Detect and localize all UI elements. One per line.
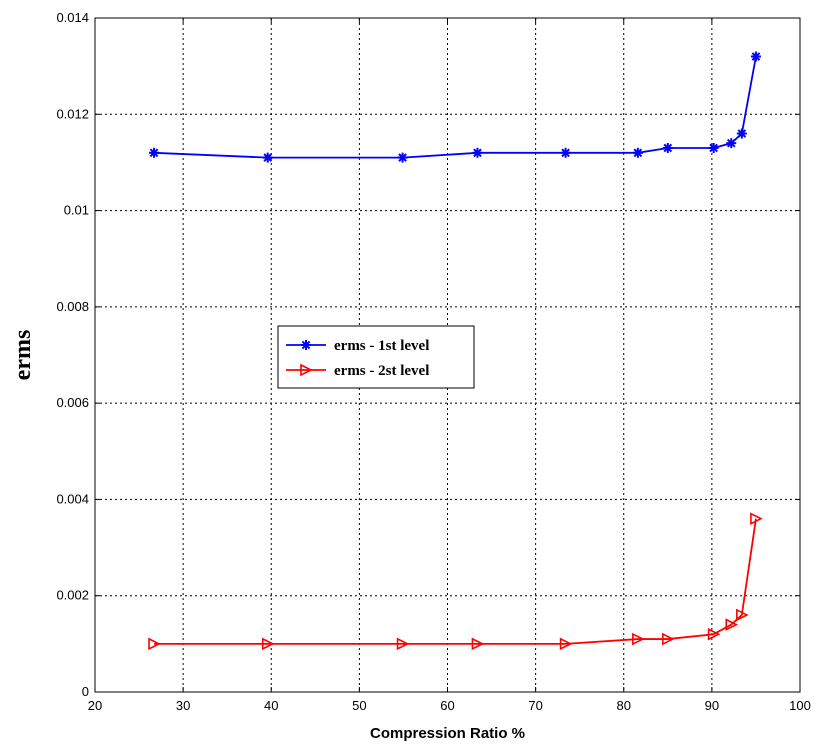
series-2-point: [632, 632, 645, 646]
legend-marker: [300, 363, 313, 377]
series-1: [149, 51, 761, 163]
legend-item: erms - 1st level: [286, 338, 429, 354]
series-1-point: [736, 128, 747, 139]
series-1-point: [708, 142, 719, 153]
y-axis-label: erms: [10, 330, 36, 381]
series-2-point: [471, 637, 485, 651]
y-tick-label: 0.006: [56, 395, 89, 410]
series-2-point: [559, 637, 573, 651]
y-tick-label: 0.014: [56, 10, 89, 25]
x-tick-label: 30: [176, 698, 190, 713]
y-tick-label: 0.004: [56, 491, 89, 506]
x-tick-label: 70: [528, 698, 542, 713]
series-1-point: [397, 152, 408, 163]
series-2-point: [148, 637, 161, 651]
legend: erms - 1st level erms - 2st level: [277, 325, 475, 389]
series-2-point: [662, 632, 675, 646]
series-1-point: [262, 152, 273, 163]
series-2-point: [736, 608, 749, 622]
x-tick-label: 50: [352, 698, 366, 713]
x-axis-label: Compression Ratio %: [370, 725, 525, 742]
y-tick-label: 0.012: [56, 106, 89, 121]
series-2-point: [261, 637, 275, 651]
series-1-point: [662, 142, 673, 153]
series-2-point: [750, 512, 763, 525]
series-1-point: [726, 138, 737, 149]
series-1-point: [149, 147, 160, 158]
series-1-point: [750, 51, 761, 62]
series-2-line: [154, 518, 757, 645]
x-tick-label: 80: [617, 698, 631, 713]
series-2: [148, 512, 763, 651]
series-2-point: [396, 637, 410, 651]
x-tick-label: 20: [88, 698, 102, 713]
series-2-point: [707, 627, 721, 641]
y-tick-label: 0.002: [56, 588, 89, 603]
legend-marker: [301, 340, 311, 350]
series-1-line: [154, 56, 757, 159]
x-tick-label: 90: [705, 698, 719, 713]
series-1-point: [632, 147, 643, 158]
series-1-point: [472, 147, 483, 158]
y-tick-label: 0.01: [64, 203, 89, 218]
series-layer: [148, 51, 763, 651]
series-2-point: [725, 618, 739, 631]
x-tick-label: 40: [264, 698, 278, 713]
legend-label: erms - 2st level: [334, 363, 429, 379]
ticks: 20 30 40 50 60 70 80 90 100 0 0.002 0.004 0.006 0.008…: [56, 10, 810, 713]
y-tick-label: 0.008: [56, 299, 89, 314]
x-tick-label: 100: [789, 698, 811, 713]
series-1-point: [560, 147, 571, 158]
y-tick-label: 0: [82, 684, 89, 699]
x-tick-label: 60: [440, 698, 454, 713]
legend-item: erms - 2st level: [286, 363, 429, 379]
legend-label: erms - 1st level: [334, 338, 429, 354]
legend-box: [277, 325, 475, 389]
